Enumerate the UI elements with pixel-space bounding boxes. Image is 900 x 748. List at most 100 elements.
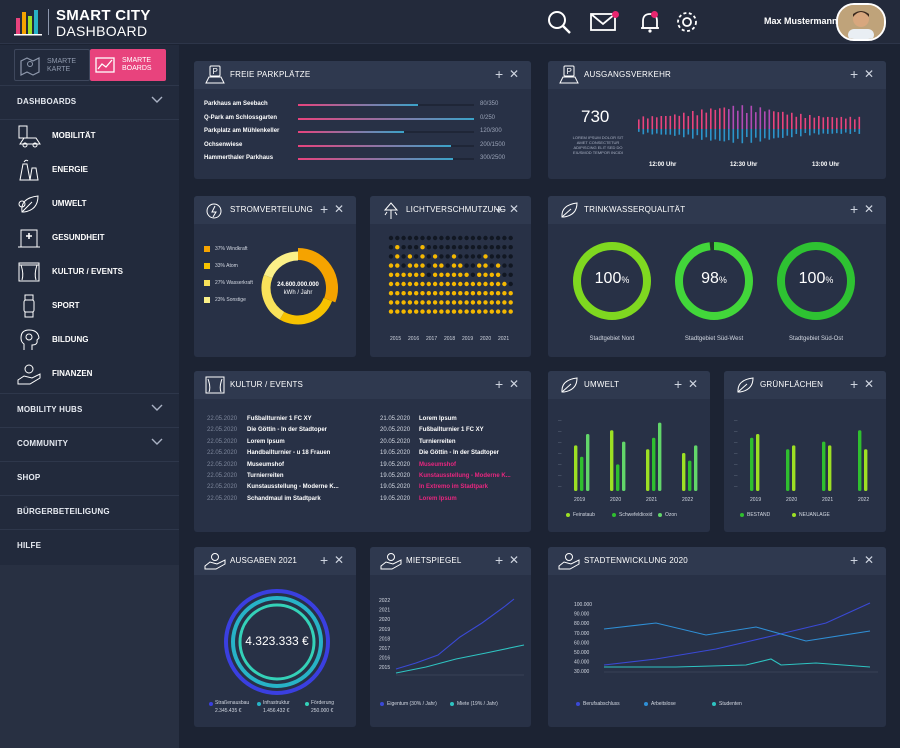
waveform-bar-bottom — [809, 129, 811, 136]
light-dot — [432, 309, 438, 314]
close-icon[interactable]: ✕ — [509, 553, 520, 567]
axis-tick: — — [558, 462, 562, 466]
close-icon[interactable]: ✕ — [509, 377, 520, 391]
close-icon[interactable]: ✕ — [688, 377, 699, 391]
sidebar-item-energie[interactable]: ENERGIE — [0, 153, 179, 187]
light-dot — [445, 245, 450, 250]
add-icon[interactable]: + — [320, 552, 329, 568]
search-icon[interactable] — [546, 9, 572, 35]
panel-power: STROMVERTEILUNG + ✕ 37% Windkraft 33% Atom… — [194, 196, 356, 357]
time-label: 13:00 Uhr — [812, 162, 840, 168]
chart-bar — [580, 456, 584, 491]
close-icon[interactable]: ✕ — [334, 202, 345, 216]
light-dot — [464, 309, 469, 314]
axis-tick: — — [734, 440, 738, 444]
event-date: 19.05.2020 — [380, 484, 411, 491]
waveform-bar-top — [849, 116, 852, 129]
legend-dot — [380, 702, 384, 706]
user-name[interactable]: Max Mustermann — [764, 16, 838, 26]
panel-header: STROMVERTEILUNG + ✕ — [194, 196, 356, 224]
legend-label: 23% Sonstige — [215, 297, 246, 303]
event-date: 20.05.2020 — [380, 427, 411, 434]
light-dot — [420, 281, 425, 287]
light-dot — [458, 300, 463, 305]
sidebar-item-umwelt[interactable]: UMWELT — [0, 187, 179, 221]
waveform-bar-top — [773, 111, 775, 129]
add-icon[interactable]: + — [850, 201, 859, 217]
add-icon[interactable]: + — [495, 66, 504, 82]
add-icon[interactable]: + — [850, 376, 859, 392]
waveform-bar-bottom — [714, 129, 717, 140]
svg-text:P: P — [213, 67, 218, 76]
add-icon[interactable]: + — [850, 66, 859, 82]
sidebar-section-mobility-hubs[interactable]: MOBILITY HUBS — [0, 393, 179, 427]
event-date: 21.05.2020 — [380, 416, 411, 422]
add-icon[interactable]: + — [320, 201, 329, 217]
close-icon[interactable]: ✕ — [334, 553, 345, 567]
close-icon[interactable]: ✕ — [864, 67, 875, 81]
waveform-bar-top — [714, 109, 717, 129]
green-areas-bar-chart: — — — — — — — 2019 2020 2021 2022 — [734, 418, 869, 503]
chart-bar — [858, 430, 862, 491]
add-icon[interactable]: + — [495, 376, 504, 392]
donut-slice — [263, 251, 299, 279]
gauge-label: Stadtgebiet Nord — [589, 336, 635, 342]
sidebar-item-label: SPORT — [52, 301, 80, 310]
sidebar-item-finanzen[interactable]: FINANZEN — [0, 357, 179, 391]
light-dot — [432, 272, 438, 277]
tab-smarte-boards[interactable]: SMARTE BOARDS — [90, 49, 166, 81]
panel-city-development: STADTENWICKLUNG 2020 + ✕ 100.000 90.000 80.… — [548, 547, 886, 727]
light-dot — [388, 272, 394, 277]
light-dot — [439, 281, 444, 287]
add-icon[interactable]: + — [850, 552, 859, 568]
close-icon[interactable]: ✕ — [864, 553, 875, 567]
event-date: 19.05.2020 — [380, 450, 411, 457]
waveform-bar-bottom — [732, 129, 735, 143]
sidebar-section-shop[interactable]: SHOP — [0, 461, 179, 495]
light-dot — [495, 291, 501, 296]
panel-title: GRÜNFLÄCHEN — [760, 380, 824, 389]
sidebar-section-hilfe[interactable]: HILFE — [0, 529, 179, 563]
add-icon[interactable]: + — [495, 201, 504, 217]
light-dot — [432, 300, 438, 305]
sidebar-section-buergerbeteiligung[interactable]: BÜRGERBETEILIGUNG — [0, 495, 179, 529]
bell-icon[interactable] — [637, 9, 663, 35]
waveform-bar-top — [791, 112, 793, 129]
light-dot — [489, 245, 494, 250]
sidebar-item-kultur-events[interactable]: KULTUR / EVENTS — [0, 255, 179, 289]
parking-bar — [298, 144, 452, 147]
sidebar-item-mobilitaet[interactable]: MOBILITÄT — [0, 119, 179, 153]
avatar[interactable] — [836, 3, 886, 41]
add-icon[interactable]: + — [495, 552, 504, 568]
year-label: 2016 — [408, 336, 419, 342]
legend-value: 250.000 € — [311, 708, 334, 714]
sidebar-item-bildung[interactable]: BILDUNG — [0, 323, 179, 357]
panel-header: P FREIE PARKPLÄTZE + ✕ — [194, 61, 531, 89]
sidebar-section-label: DASHBOARDS — [17, 97, 77, 106]
light-dot — [388, 281, 394, 287]
close-icon[interactable]: ✕ — [864, 202, 875, 216]
axis-tick-label: 2018 — [379, 636, 390, 642]
waveform-bar-top — [768, 109, 771, 129]
sidebar-section-community[interactable]: COMMUNITY — [0, 427, 179, 461]
mail-icon[interactable] — [589, 9, 617, 35]
tab-smarte-karte-label: SMARTE KARTE — [47, 58, 77, 73]
parking-icon: P — [559, 65, 579, 84]
panel-title: MIETSPIEGEL — [406, 556, 462, 565]
light-dot — [483, 254, 488, 259]
sidebar-item-sport[interactable]: SPORT — [0, 289, 179, 323]
year-label: 2019 — [750, 497, 761, 503]
sidebar-section-dashboards[interactable]: DASHBOARDS — [0, 85, 179, 119]
light-dot — [458, 254, 463, 259]
tab-smarte-karte[interactable]: SMARTE KARTE — [14, 49, 90, 81]
gear-icon[interactable] — [674, 9, 700, 35]
waveform-bar-top — [701, 109, 703, 129]
add-icon[interactable]: + — [674, 376, 683, 392]
close-icon[interactable]: ✕ — [509, 202, 520, 216]
sidebar-item-gesundheit[interactable]: GESUNDHEIT — [0, 221, 179, 255]
sidebar-section-label: COMMUNITY — [17, 439, 69, 448]
light-dot — [483, 235, 488, 241]
legend-swatch — [204, 280, 210, 286]
close-icon[interactable]: ✕ — [509, 67, 520, 81]
close-icon[interactable]: ✕ — [864, 377, 875, 391]
